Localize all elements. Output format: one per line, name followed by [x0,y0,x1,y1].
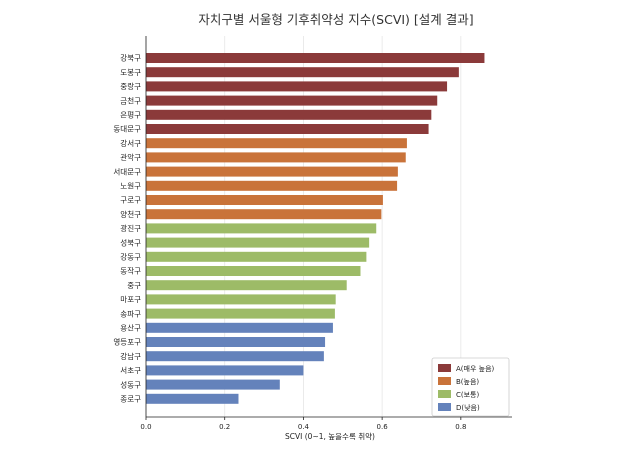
bar-4 [146,109,432,120]
category-label-7: 관악구 [120,152,141,162]
x-axis-label: SCVI (0~1, 높을수록 취약) [285,431,375,441]
bar-14 [146,251,367,262]
x-tick-labels: 0.0 0.2 0.4 0.6 0.8 [140,417,466,431]
legend-box [431,357,510,417]
category-label-8: 서대문구 [113,167,141,176]
category-label-6: 강서구 [120,138,141,148]
category-label-1: 도봉구 [120,68,141,77]
category-label-22: 서초구 [120,366,141,375]
bar-5 [146,124,429,134]
category-label-10: 구로구 [120,196,141,205]
bar-16 [146,280,347,291]
category-label-2: 중랑구 [120,82,141,91]
bars [146,53,485,404]
category-label-18: 송파구 [120,309,141,318]
bar-3 [146,95,438,106]
bar-6 [146,138,407,149]
category-label-4: 은평구 [120,110,141,120]
bar-12 [146,223,377,234]
legend-label-B: B(높음) [456,378,479,386]
bar-18 [146,308,335,319]
legend-label-C: C(보통) [456,391,479,399]
category-label-5: 동대문구 [113,125,141,134]
category-label-17: 마포구 [120,295,141,304]
legend-swatch-B [438,377,451,385]
chart-title: 자치구별 서울형 기후취약성 지수(SCVI) [설계 결과] [198,12,473,27]
category-label-16: 중구 [127,281,141,290]
category-label-3: 금천구 [120,95,141,105]
bar-20 [146,337,326,347]
bar-13 [146,237,370,248]
category-label-13: 성북구 [120,238,141,247]
legend-swatch-A [438,364,451,372]
bar-9 [146,180,398,191]
bar-21 [146,351,324,362]
category-label-15: 동작구 [120,266,141,276]
bar-2 [146,81,448,92]
bar-7 [146,152,406,163]
bar-23 [146,379,280,390]
category-label-14: 강동구 [120,252,141,262]
category-label-21: 강남구 [120,351,141,361]
category-label-0: 강북구 [120,53,141,63]
category-label-11: 양천구 [120,209,141,219]
bar-11 [146,209,382,220]
category-label-24: 종로구 [120,395,141,404]
bar-15 [146,266,361,276]
x-tick-label-3: 0.6 [377,423,389,431]
x-tick-label-0: 0.0 [140,423,151,431]
bar-22 [146,365,304,376]
bar-0 [146,53,485,63]
x-tick-label-1: 0.2 [219,423,230,431]
category-label-20: 영등포구 [113,337,141,347]
bar-1 [146,67,459,78]
category-label-19: 용산구 [120,323,141,333]
category-label-23: 성동구 [120,380,141,389]
legend-label-D: D(낮음) [456,403,480,412]
bar-17 [146,294,336,305]
bar-8 [146,166,398,177]
legend: A(매우 높음) B(높음) C(보통) D(낮음) [431,357,510,417]
legend-swatch-C [438,390,451,398]
x-tick-label-2: 0.4 [298,423,310,431]
bar-24 [146,393,239,404]
category-labels: 강북구도봉구중랑구금천구은평구동대문구강서구관악구서대문구노원구구로구양천구광진… [113,53,141,404]
category-label-9: 노원구 [120,182,141,191]
category-label-12: 광진구 [120,223,141,233]
legend-swatch-D [438,403,451,411]
bar-10 [146,195,383,205]
legend-label-A: A(매우 높음) [456,365,495,373]
bar-19 [146,322,333,333]
x-tick-label-4: 0.8 [455,423,466,431]
